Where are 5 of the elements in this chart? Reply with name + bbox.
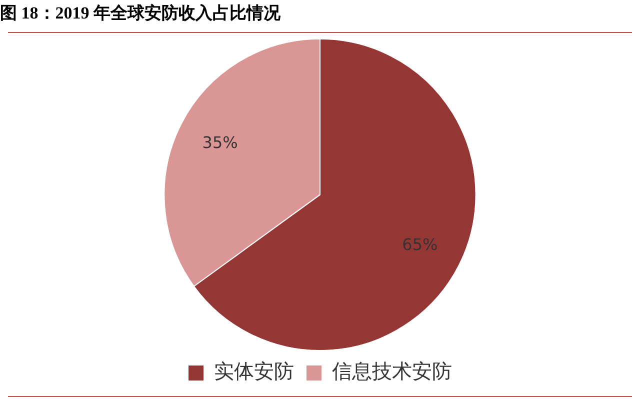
legend-label: 实体安防 bbox=[214, 359, 294, 384]
data-label: 35% bbox=[202, 132, 238, 152]
data-label: 65% bbox=[402, 234, 438, 254]
legend-label: 信息技术安防 bbox=[332, 359, 452, 384]
chart-title: 图 18：2019 年全球安防收入占比情况 bbox=[0, 4, 282, 23]
